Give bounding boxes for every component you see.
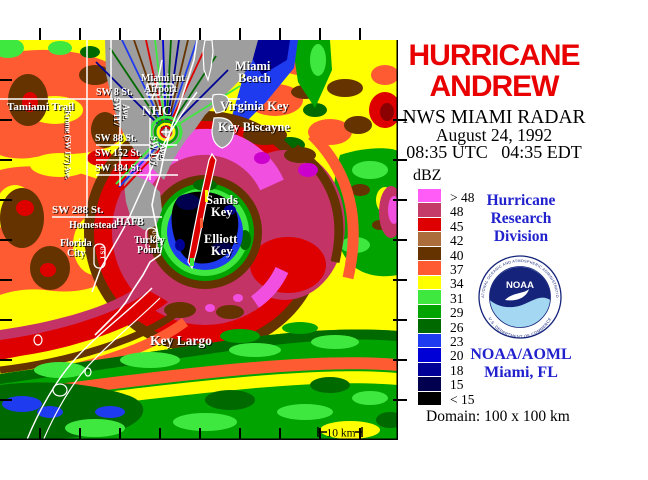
aoml-line-1: NOAA/AOML <box>470 346 572 363</box>
legend-value-label: 37 <box>450 262 464 278</box>
legend-swatch <box>418 362 441 377</box>
domain-label: Domain: 100 x 100 km <box>426 408 570 425</box>
legend-swatch <box>418 261 441 275</box>
us1-shield-label: US 1 <box>151 230 158 243</box>
us1-shield-label: US 1 <box>99 246 106 259</box>
legend-value-label: 23 <box>450 334 464 350</box>
page-title: HURRICANE ANDREW <box>400 40 588 102</box>
station-name: NWS MIAMI RADAR <box>402 107 586 128</box>
legend-value-label: 48 <box>450 204 464 220</box>
legend-swatch <box>418 203 441 217</box>
legend-value-label: 20 <box>450 348 464 364</box>
title-line-2: ANDREW <box>429 70 560 103</box>
barrier-islands <box>187 40 235 270</box>
legend-value-label: < 15 <box>450 391 475 407</box>
legend-swatch <box>418 290 441 304</box>
noaa-logo: NOAA NATIONAL OCEANIC AND ATMOSPHERIC AD… <box>478 255 562 339</box>
radar-field-graphic: US 1 US 1 10 km <box>0 28 407 440</box>
hrd-line-3: Division <box>493 228 549 245</box>
legend-value-label: 29 <box>450 305 464 321</box>
hrd-line-2: Research <box>490 210 552 227</box>
noaa-wordmark: NOAA <box>506 280 534 291</box>
reflectivity-field: US 1 US 1 10 km <box>0 40 398 440</box>
seagull-icon <box>505 289 529 301</box>
street-grid <box>0 40 240 293</box>
legend-value-labels: > 48 48 45 42 40 37 34 31 29 26 23 20 18 15 < 15 <box>450 190 490 407</box>
date-label: August 24, 1992 <box>435 125 553 145</box>
legend-swatch <box>418 391 441 406</box>
legend-swatch <box>418 319 441 333</box>
scale-bar-label: 10 km <box>326 428 355 440</box>
hrd-line-1: Hurricane <box>486 192 556 209</box>
hrd-credit: Hurricane Research Division <box>455 192 587 246</box>
title-line-1: HURRICANE <box>408 39 581 72</box>
legend-value-label: 34 <box>450 276 464 292</box>
us1-shields: US 1 US 1 <box>93 227 158 269</box>
legend-value-label: 18 <box>450 362 464 378</box>
radar-header: NWS MIAMI RADAR August 24, 1992 08:35 UT… <box>400 107 588 162</box>
legend-swatch <box>418 189 441 203</box>
aoml-line-2: Miami, FL <box>484 363 558 381</box>
legend-swatch <box>418 217 441 232</box>
legend-swatch <box>418 348 441 362</box>
legend-swatch <box>418 246 441 261</box>
legend-swatch <box>418 377 441 391</box>
legend-color-bar <box>418 189 441 406</box>
legend-swatch <box>418 333 441 348</box>
legend-swatch <box>418 304 441 319</box>
aoml-credit: NOAA/AOML Miami, FL <box>452 346 590 381</box>
legend-swatch <box>418 232 441 246</box>
coastline <box>26 40 198 440</box>
legend-value-label: 31 <box>450 290 464 306</box>
legend-value-label: 42 <box>450 233 464 249</box>
radar-image: US 1 US 1 10 km <box>0 26 410 442</box>
legend-swatch <box>418 275 441 290</box>
legend-value-label: 40 <box>450 247 464 263</box>
legend-value-label: > 48 <box>450 190 475 205</box>
legend-value-label: 15 <box>450 377 464 393</box>
legend-value-label: 45 <box>450 218 464 234</box>
legend-value-label: 26 <box>450 319 464 335</box>
legend-units-label: dBZ <box>413 167 442 184</box>
time-label: 08:35 UTC 04:35 EDT <box>406 142 582 162</box>
tick-marks <box>0 28 407 440</box>
